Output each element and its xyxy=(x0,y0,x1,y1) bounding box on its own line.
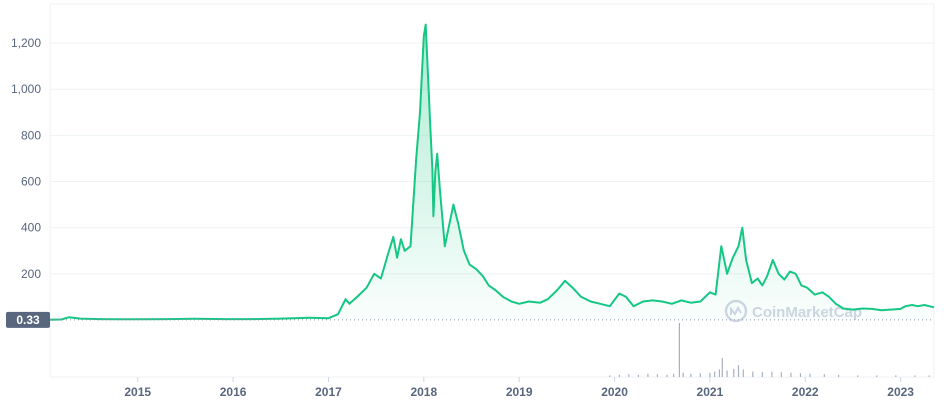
y-axis: 200 400 600 800 1,000 1,200 xyxy=(11,36,41,281)
volume-bar xyxy=(690,373,692,377)
volume-bar xyxy=(721,358,723,377)
volume-bar xyxy=(809,373,811,377)
volume-bar xyxy=(618,374,620,377)
x-tick-label: 2017 xyxy=(315,385,342,399)
volume-bar xyxy=(666,374,668,377)
price-line[interactable] xyxy=(49,23,935,321)
volume-bar xyxy=(714,371,716,377)
volume-bar xyxy=(838,374,840,377)
volume-bar xyxy=(678,323,680,377)
volume-bar xyxy=(928,375,930,377)
plot-frame xyxy=(49,3,935,378)
volume-bar xyxy=(709,372,711,377)
volume-bar xyxy=(733,368,735,377)
y-tick-label: 800 xyxy=(21,128,41,142)
volume-bar xyxy=(752,371,754,377)
volume-bar xyxy=(761,372,763,377)
volume-bar xyxy=(628,374,630,377)
volume-bar xyxy=(609,375,611,377)
x-tick-label: 2019 xyxy=(506,385,533,399)
volume-bar xyxy=(637,374,639,377)
price-area xyxy=(50,24,934,320)
volume-bar xyxy=(742,369,744,377)
volume-bar xyxy=(799,373,802,377)
volume-bar xyxy=(726,370,728,377)
x-tick-label: 2020 xyxy=(601,385,628,399)
x-tick-label: 2021 xyxy=(697,385,724,399)
y-tick-label: 400 xyxy=(21,221,41,235)
volume-bar xyxy=(895,375,897,377)
y-tick-label: 1,200 xyxy=(11,36,41,50)
volume-bar xyxy=(780,372,783,377)
volume-bar xyxy=(914,375,916,377)
volume-bar xyxy=(790,372,792,377)
x-tick-label: 2015 xyxy=(124,385,151,399)
x-tick-label: 2018 xyxy=(410,385,437,399)
x-axis: 2015 2016 2017 2018 2019 2020 2021 2022 2023 xyxy=(124,377,914,399)
volume-bars xyxy=(609,323,930,377)
volume-bar xyxy=(737,365,740,377)
volume-bar xyxy=(771,371,773,377)
grid-lines xyxy=(50,42,934,275)
y-tick-label: 600 xyxy=(21,175,41,189)
volume-bar xyxy=(656,374,659,377)
x-tick-label: 2023 xyxy=(887,385,914,399)
current-price-value: 0.33 xyxy=(16,313,40,327)
x-tick-label: 2022 xyxy=(792,385,819,399)
y-tick-label: 1,000 xyxy=(11,82,41,96)
x-tick-label: 2016 xyxy=(220,385,247,399)
current-price-badge: 0.33 xyxy=(6,311,50,328)
volume-bar xyxy=(876,375,878,377)
volume-bar xyxy=(647,373,649,377)
volume-bar xyxy=(718,369,721,377)
volume-bar xyxy=(682,372,684,377)
volume-bar xyxy=(699,373,701,377)
volume-bar xyxy=(673,373,675,377)
volume-bar xyxy=(857,375,859,377)
y-tick-label: 200 xyxy=(21,267,41,281)
volume-bar xyxy=(823,374,825,377)
